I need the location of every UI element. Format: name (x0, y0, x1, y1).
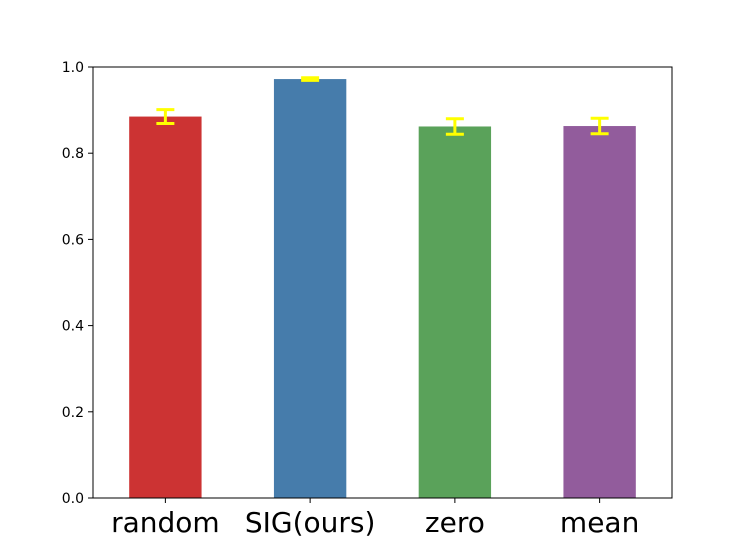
x-tick-label: SIG(ours) (245, 506, 376, 539)
x-axis: random SIG(ours) zero mean (111, 498, 639, 539)
plot-frame (92, 66, 673, 499)
error-bar-random (156, 108, 175, 125)
y-axis: 0.0 0.2 0.4 0.6 0.8 1.0 (62, 60, 93, 507)
x-tick-label: mean (560, 506, 639, 539)
bar-mean (563, 126, 636, 498)
bars-layer (129, 79, 636, 499)
error-bar-zero (445, 117, 464, 136)
x-tick-label: random (111, 506, 220, 539)
axes-layer (92, 66, 673, 499)
y-tick-label: 0.8 (62, 146, 84, 162)
y-tick-label: 0.4 (62, 319, 84, 335)
x-tick-label: zero (425, 506, 485, 539)
y-tick-label: 1.0 (62, 60, 84, 76)
error-bar-mean (590, 116, 609, 136)
error-bars-layer (156, 76, 609, 136)
y-tick-label: 0.2 (62, 405, 84, 421)
y-tick-label: 0.0 (62, 491, 84, 507)
bar-zero (418, 126, 492, 498)
error-bar-sig-ours (301, 76, 320, 82)
y-tick-label: 0.6 (62, 232, 84, 248)
bar-sig-ours (273, 79, 347, 499)
bar-random (129, 116, 202, 498)
